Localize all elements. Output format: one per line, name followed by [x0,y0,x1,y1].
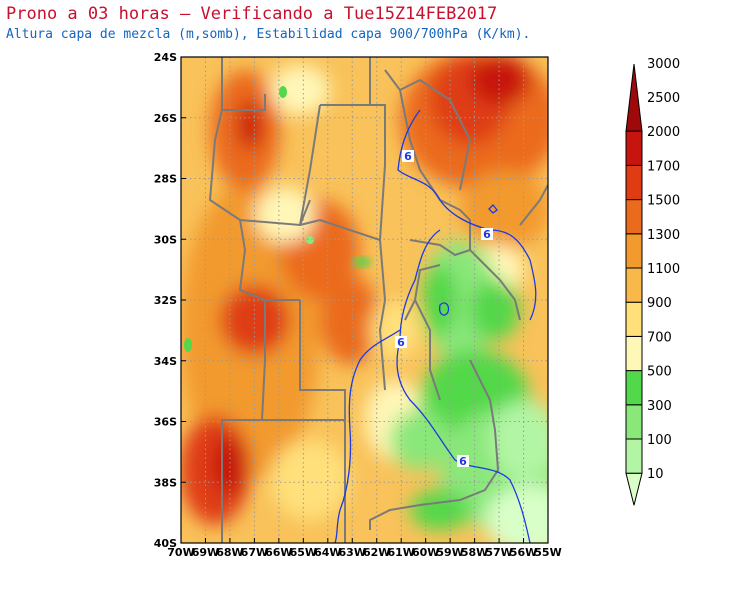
colorbar-label: 2500 [647,91,680,106]
x-tick-label: 70W [167,546,194,559]
colorbar-swatch [625,164,643,201]
x-tick-label: 66W [265,546,292,559]
colorbar-swatch [625,130,643,166]
contour-labels: 6 6 6 6 [395,150,493,468]
colorbar-label: 100 [647,433,672,448]
x-tick-label: 58W [461,546,488,559]
y-tick-label: 38S [154,476,177,489]
contour-label: 6 [483,228,491,241]
colorbar-label: 700 [647,330,672,345]
chart-subtitle: Altura capa de mezcla (m,somb), Estabili… [6,27,531,42]
x-tick-label: 65W [290,546,317,559]
colorbar-swatch [625,199,643,235]
colorbar-label: 900 [647,296,672,311]
y-tick-label: 28S [154,173,177,186]
x-tick-label: 63W [339,546,366,559]
x-tick-label: 69W [192,546,219,559]
chart-title: Prono a 03 horas — Verificando a Tue15Z1… [6,4,498,24]
y-tick-label: 24S [154,51,177,64]
x-tick-label: 62W [363,546,390,559]
colorbar-label: 1300 [647,228,680,243]
x-tick-label: 67W [241,546,268,559]
mixing-height-field [181,57,548,543]
colorbar-label: 10 [647,467,664,482]
y-tick-label: 32S [154,294,177,307]
map-grid [181,57,548,543]
x-axis: 70W69W68W67W66W65W64W63W62W61W60W59W58W5… [167,538,562,559]
colorbar-swatch [625,404,643,440]
x-tick-label: 68W [216,546,243,559]
colorbar-high-extension [625,63,643,132]
colorbar-swatch [625,335,643,372]
x-tick-label: 59W [436,546,463,559]
province-borders [208,57,548,543]
contour-label: 6 [397,336,405,349]
x-tick-label: 64W [314,546,341,559]
colorbar-label: 1700 [647,159,680,174]
y-tick-label: 34S [154,355,177,368]
colorbar-swatch [625,370,643,406]
colorbar-label: 1500 [647,194,680,209]
colorbar-label: 1100 [647,262,680,277]
x-tick-label: 55W [534,546,561,559]
contour-label: 6 [404,150,412,163]
x-tick-label: 60W [412,546,439,559]
x-tick-label: 56W [510,546,537,559]
colorbar-low-extension [625,472,643,506]
colorbar-swatch [625,267,643,303]
stability-contours [334,109,537,543]
colorbar-label: 500 [647,365,672,380]
y-tick-label: 40S [154,537,177,550]
colorbar-label: 2000 [647,125,680,140]
x-tick-label: 57W [485,546,512,559]
colorbar-swatch [625,233,643,269]
colorbar-swatch [625,301,643,337]
y-tick-label: 36S [154,416,177,429]
contour-label: 6 [459,455,467,468]
colorbar-label: 300 [647,399,672,414]
colorbar-swatch [625,438,643,474]
y-axis: 40S 38S 36S 34S 32S 30S 28S 26S 24S [154,51,186,550]
colorbar-label: 3000 [647,57,680,72]
y-tick-label: 30S [154,233,177,246]
x-tick-label: 61W [387,546,414,559]
y-tick-label: 26S [154,112,177,125]
